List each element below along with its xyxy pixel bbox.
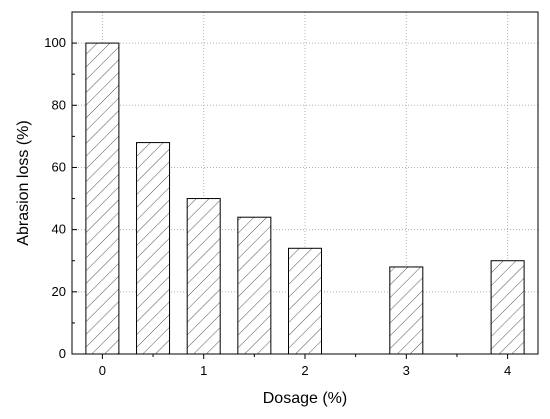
y-tick-label: 20 <box>52 284 66 299</box>
x-tick-label: 0 <box>99 363 106 378</box>
x-tick-label: 1 <box>200 363 207 378</box>
x-tick-label: 2 <box>301 363 308 378</box>
y-tick-label: 0 <box>59 346 66 361</box>
y-tick-label: 60 <box>52 159 66 174</box>
axes: 0 20 40 60 80 100 0 1 2 3 4 <box>44 35 511 378</box>
bar <box>85 42 120 355</box>
y-tick-label: 80 <box>52 97 66 112</box>
bar <box>186 198 221 355</box>
bar <box>237 216 272 355</box>
y-tick-label: 40 <box>52 222 66 237</box>
bars <box>85 42 525 355</box>
bar <box>136 142 171 355</box>
y-tick-label: 100 <box>44 35 66 50</box>
x-tick-label: 4 <box>504 363 511 378</box>
bar <box>389 266 424 355</box>
x-tick-label: 3 <box>403 363 410 378</box>
y-axis-title: Abrasion loss (%) <box>15 120 32 245</box>
x-axis-title: Dosage (%) <box>263 390 347 407</box>
bar <box>490 260 525 355</box>
bar <box>288 247 322 355</box>
